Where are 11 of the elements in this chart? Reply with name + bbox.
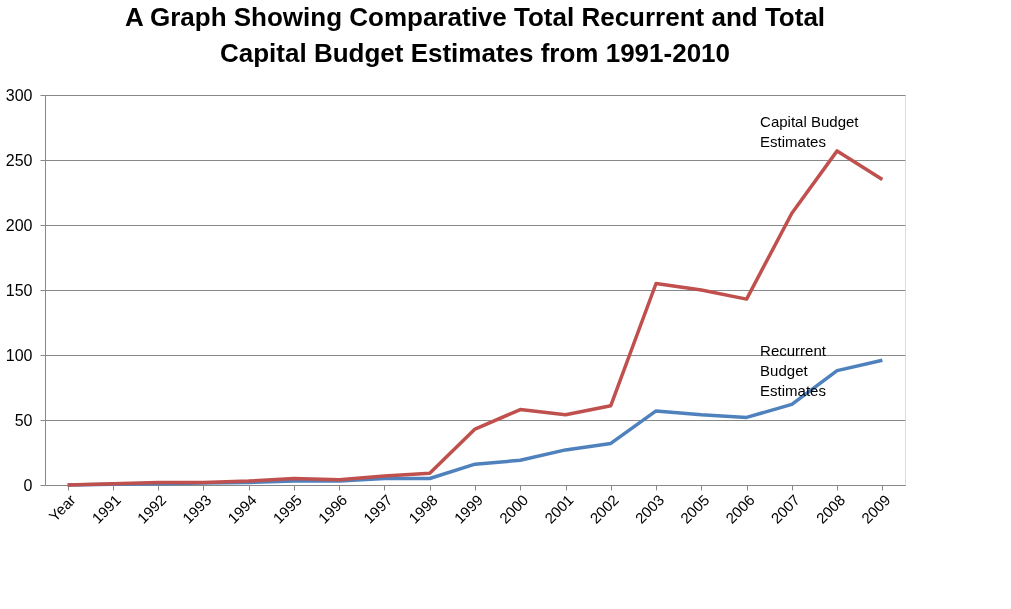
chart-title: A Graph Showing Comparative Total Recurrent and Total Capital Budget Estimates from 1991-2010 (124, 2, 826, 68)
y-tick-label: 150 (5, 281, 33, 299)
y-tick-label: 300 (5, 86, 33, 104)
x-tick-label: Year (45, 491, 79, 525)
annotation: Capital Budget Estimates (760, 112, 860, 150)
line-series (65, 149, 885, 487)
y-tick-label: 50 (14, 411, 33, 429)
y-tick-label: 100 (5, 346, 33, 364)
y-tick-label: 0 (23, 476, 33, 494)
y-tick-label: 200 (5, 216, 33, 234)
y-tick-label: 250 (5, 151, 33, 169)
